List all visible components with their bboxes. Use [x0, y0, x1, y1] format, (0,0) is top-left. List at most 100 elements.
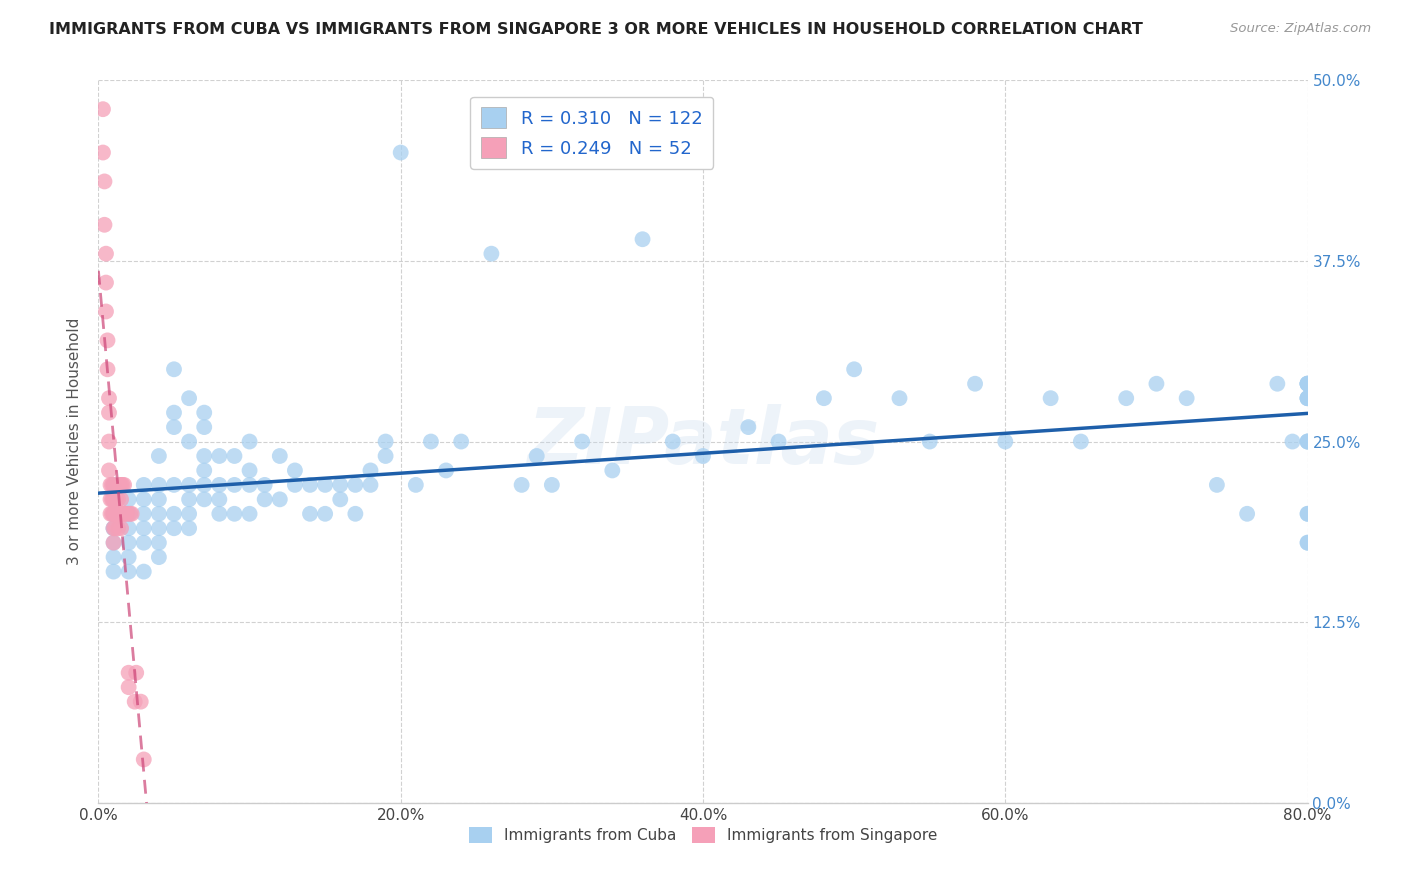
Point	[112, 507, 135, 521]
Point	[101, 478, 124, 492]
Point	[1115, 391, 1137, 405]
Point	[110, 478, 132, 492]
Point	[844, 362, 866, 376]
Point	[98, 406, 121, 420]
Point	[114, 507, 136, 521]
Point	[107, 492, 129, 507]
Point	[1296, 376, 1319, 391]
Point	[179, 434, 201, 449]
Point	[889, 391, 911, 405]
Point	[224, 449, 246, 463]
Point	[111, 478, 134, 492]
Point	[148, 449, 170, 463]
Point	[101, 507, 124, 521]
Point	[813, 391, 835, 405]
Point	[163, 406, 186, 420]
Point	[103, 550, 125, 565]
Point	[96, 334, 118, 348]
Text: ZIPatlas: ZIPatlas	[527, 403, 879, 480]
Point	[193, 463, 215, 477]
Point	[125, 665, 148, 680]
Point	[526, 449, 548, 463]
Point	[105, 492, 128, 507]
Point	[103, 492, 125, 507]
Point	[103, 535, 125, 549]
Point	[115, 507, 138, 521]
Point	[179, 507, 201, 521]
Point	[269, 449, 291, 463]
Point	[1296, 376, 1319, 391]
Point	[1296, 434, 1319, 449]
Point	[132, 507, 155, 521]
Point	[118, 565, 141, 579]
Point	[103, 478, 125, 492]
Point	[118, 680, 141, 694]
Point	[148, 478, 170, 492]
Point	[1296, 391, 1319, 405]
Point	[1070, 434, 1092, 449]
Point	[1296, 391, 1319, 405]
Point	[110, 492, 132, 507]
Point	[98, 391, 121, 405]
Point	[299, 507, 322, 521]
Point	[96, 362, 118, 376]
Legend: Immigrants from Cuba, Immigrants from Singapore: Immigrants from Cuba, Immigrants from Si…	[463, 822, 943, 849]
Point	[193, 449, 215, 463]
Point	[193, 478, 215, 492]
Point	[253, 492, 276, 507]
Point	[103, 492, 125, 507]
Point	[284, 463, 307, 477]
Point	[163, 362, 186, 376]
Point	[107, 521, 129, 535]
Point	[108, 478, 131, 492]
Point	[132, 492, 155, 507]
Point	[100, 478, 122, 492]
Point	[1206, 478, 1229, 492]
Point	[1175, 391, 1198, 405]
Point	[103, 521, 125, 535]
Point	[329, 478, 352, 492]
Point	[132, 478, 155, 492]
Point	[540, 478, 562, 492]
Point	[179, 492, 201, 507]
Point	[118, 507, 141, 521]
Point	[179, 478, 201, 492]
Point	[148, 535, 170, 549]
Point	[602, 463, 624, 477]
Point	[93, 174, 115, 188]
Point	[100, 507, 122, 521]
Point	[179, 521, 201, 535]
Point	[239, 507, 262, 521]
Point	[100, 492, 122, 507]
Point	[94, 304, 117, 318]
Point	[965, 376, 987, 391]
Point	[284, 478, 307, 492]
Point	[193, 420, 215, 434]
Point	[103, 521, 125, 535]
Point	[103, 521, 125, 535]
Point	[104, 521, 127, 535]
Point	[208, 449, 231, 463]
Point	[118, 665, 141, 680]
Point	[1296, 507, 1319, 521]
Point	[269, 492, 291, 507]
Point	[994, 434, 1017, 449]
Point	[1296, 391, 1319, 405]
Point	[768, 434, 790, 449]
Point	[571, 434, 593, 449]
Point	[208, 507, 231, 521]
Point	[107, 507, 129, 521]
Point	[1296, 507, 1319, 521]
Point	[1144, 376, 1167, 391]
Point	[93, 218, 115, 232]
Point	[132, 535, 155, 549]
Point	[163, 521, 186, 535]
Point	[112, 478, 135, 492]
Point	[103, 478, 125, 492]
Point	[1296, 535, 1319, 549]
Point	[1296, 376, 1319, 391]
Point	[129, 695, 152, 709]
Point	[132, 521, 155, 535]
Point	[253, 478, 276, 492]
Point	[101, 492, 124, 507]
